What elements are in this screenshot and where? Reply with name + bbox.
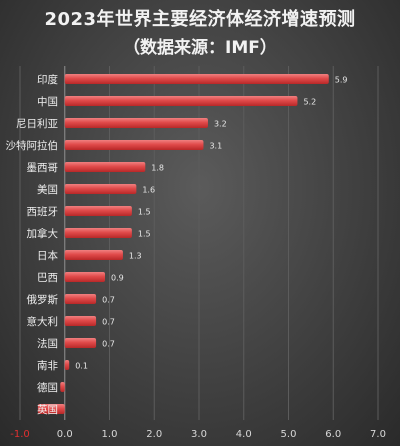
- category-label: 日本: [37, 249, 58, 262]
- bar: [64, 140, 204, 150]
- category-label: 西班牙: [27, 206, 59, 218]
- bar: [64, 118, 208, 128]
- category-label: 南非: [37, 359, 58, 372]
- x-tick-label: 4.0: [236, 429, 252, 440]
- data-label: 1.8: [151, 164, 164, 173]
- chart-title: 2023年世界主要经济体经济增速预测: [44, 9, 356, 30]
- data-label: 3.1: [209, 142, 222, 151]
- category-label: 德国: [37, 381, 58, 394]
- x-tick-label: 2.0: [146, 429, 162, 440]
- category-label: 美国: [37, 183, 58, 196]
- data-label: 3.2: [214, 120, 227, 129]
- category-label: 意大利: [27, 315, 59, 328]
- x-tick-label: 7.0: [370, 429, 386, 440]
- category-label: 巴西: [37, 272, 58, 284]
- data-label: 1.5: [138, 208, 151, 217]
- bar: [64, 338, 97, 348]
- bars: [37, 74, 329, 414]
- bar: [60, 382, 65, 392]
- bar: [64, 96, 298, 106]
- x-tick-label: 3.0: [191, 429, 207, 440]
- x-tick-label: 6.0: [325, 429, 341, 440]
- bar: [37, 404, 65, 414]
- bar: [64, 162, 146, 172]
- x-tick-label: 1.0: [102, 429, 118, 440]
- data-label: 0.7: [102, 340, 115, 349]
- category-label: 印度: [37, 73, 58, 86]
- bar: [64, 316, 97, 326]
- category-label: 墨西哥: [27, 162, 59, 174]
- bar: [64, 272, 106, 282]
- bar: [64, 228, 132, 238]
- chart-titles: 2023年世界主要经济体经济增速预测 （数据来源：IMF）: [0, 8, 400, 60]
- data-label: 1.5: [138, 230, 151, 239]
- x-tick-label: 5.0: [281, 429, 297, 440]
- data-label: 5.9: [335, 76, 348, 85]
- data-label: 0.7: [102, 318, 115, 327]
- bar: [64, 206, 132, 216]
- bar: [64, 250, 123, 260]
- bar: [64, 360, 70, 370]
- labels: -1.0 0.0 1.0 2.0 3.0 4.0 5.0 6.0 7.0 印度 5.9 中国 5.2 尼日…: [6, 73, 386, 440]
- bar: [64, 74, 329, 84]
- category-label: 俄罗斯: [27, 293, 59, 306]
- category-label: 英国: [37, 403, 58, 416]
- category-label: 加拿大: [27, 227, 59, 240]
- category-label: 中国: [37, 95, 58, 108]
- data-label: 1.3: [129, 252, 142, 261]
- x-tick-label: -1.0: [10, 429, 30, 440]
- data-label: 0.9: [111, 274, 124, 283]
- x-tick-label: 0.0: [57, 429, 73, 440]
- category-label: 尼日利亚: [16, 118, 58, 130]
- data-label: 0.7: [102, 296, 115, 305]
- bar: [64, 294, 97, 304]
- category-label: 法国: [37, 337, 58, 350]
- bar: [64, 184, 137, 194]
- data-label: 5.2: [303, 98, 316, 107]
- data-label: 1.6: [142, 186, 155, 195]
- category-label: 沙特阿拉伯: [6, 139, 59, 152]
- chart-subtitle: （数据来源：IMF）: [123, 38, 277, 58]
- data-label: 0.1: [75, 362, 88, 371]
